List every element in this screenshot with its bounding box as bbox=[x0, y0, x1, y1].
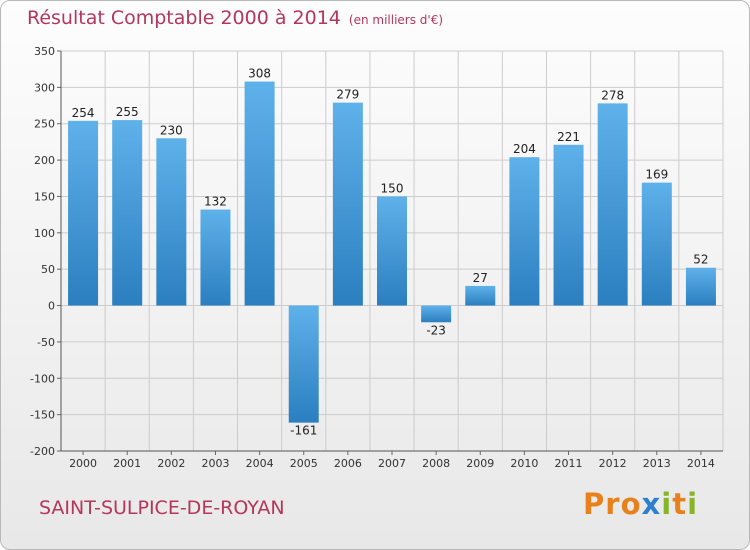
value-label-2002: 230 bbox=[160, 123, 183, 137]
value-label-2004: 308 bbox=[248, 67, 271, 81]
value-label-2008: -23 bbox=[426, 323, 446, 337]
y-tick-label: -200 bbox=[30, 445, 55, 458]
value-label-2003: 132 bbox=[204, 195, 227, 209]
bar-2007 bbox=[377, 196, 407, 306]
bar-2002 bbox=[156, 138, 187, 306]
y-tick-labels: 350 300 250 200 150 100 50 0 -50 -100 -150 -200 bbox=[30, 45, 55, 458]
logo-letter: x bbox=[641, 487, 662, 521]
x-tick-label-2004: 2004 bbox=[246, 457, 274, 470]
bar-2009 bbox=[465, 285, 496, 306]
logo-letter: P bbox=[583, 487, 606, 521]
x-tick-label-2006: 2006 bbox=[334, 457, 362, 470]
chart-title-text: Résultat Comptable 2000 à 2014 bbox=[27, 7, 341, 29]
bar-2010 bbox=[509, 157, 540, 306]
bar-2000 bbox=[68, 120, 99, 306]
x-tick-label-2007: 2007 bbox=[378, 457, 406, 470]
value-labels: 254 255 230 132 308 -161 279 150 -23 27 204 221 278 1… bbox=[72, 67, 709, 438]
bar-2003 bbox=[200, 209, 231, 306]
y-tick-label: 150 bbox=[34, 190, 55, 203]
x-tick-label-2002: 2002 bbox=[157, 457, 185, 470]
y-tick-label: -150 bbox=[30, 409, 55, 422]
y-tick-label: 300 bbox=[34, 81, 55, 94]
x-tick-label-2003: 2003 bbox=[201, 457, 229, 470]
value-label-2013: 169 bbox=[645, 168, 668, 182]
x-tick-label-2011: 2011 bbox=[555, 457, 583, 470]
x-tick-label-2008: 2008 bbox=[422, 457, 450, 470]
bar-2012 bbox=[597, 103, 628, 306]
bar-2011 bbox=[553, 144, 584, 306]
y-tick-label: -50 bbox=[37, 336, 55, 349]
y-tick-label: 250 bbox=[34, 118, 55, 131]
bar-2004 bbox=[244, 81, 275, 306]
logo-letter: i bbox=[687, 487, 699, 521]
value-label-2012: 278 bbox=[601, 88, 624, 102]
y-tick-label: 350 bbox=[34, 45, 55, 58]
bars bbox=[68, 81, 716, 423]
bar-2001 bbox=[112, 120, 143, 306]
y-tick-label: 200 bbox=[34, 154, 55, 167]
logo-letter: o bbox=[620, 487, 642, 521]
bar-2008 bbox=[421, 305, 452, 323]
commune-name: SAINT-SULPICE-DE-ROYAN bbox=[39, 497, 285, 519]
logo-letter: r bbox=[605, 487, 621, 521]
value-label-2001: 255 bbox=[116, 105, 139, 119]
logo-letter: t bbox=[672, 487, 688, 521]
x-tick-label-2005: 2005 bbox=[290, 457, 318, 470]
chart-title: Résultat Comptable 2000 à 2014 (en millie… bbox=[27, 7, 443, 29]
x-tick-label-2009: 2009 bbox=[466, 457, 494, 470]
x-tick-label-2012: 2012 bbox=[599, 457, 627, 470]
y-tick-label: 0 bbox=[48, 300, 55, 313]
value-label-2006: 279 bbox=[336, 88, 359, 102]
value-label-2009: 27 bbox=[473, 271, 488, 285]
x-tick-label-2000: 2000 bbox=[69, 457, 97, 470]
x-tick-label-2001: 2001 bbox=[113, 457, 141, 470]
x-tick-label-2010: 2010 bbox=[510, 457, 538, 470]
x-tick-label-2013: 2013 bbox=[643, 457, 671, 470]
value-label-2007: 150 bbox=[381, 181, 404, 195]
value-label-2000: 254 bbox=[72, 106, 95, 120]
value-label-2011: 221 bbox=[557, 130, 580, 144]
bar-2013 bbox=[641, 182, 672, 306]
logo-letter: i bbox=[661, 487, 673, 521]
bar-2014 bbox=[685, 267, 716, 306]
y-tick-label: -100 bbox=[30, 372, 55, 385]
proxiti-logo: Proxiti bbox=[583, 487, 698, 521]
value-label-2005: -161 bbox=[290, 424, 317, 438]
bar-2005 bbox=[288, 305, 319, 423]
y-tick-label: 100 bbox=[34, 227, 55, 240]
x-tick-label-2014: 2014 bbox=[687, 457, 715, 470]
x-tick-labels: 2000 2001 2002 2003 2004 2005 2006 2007 2008 2009… bbox=[69, 451, 715, 470]
bar-2006 bbox=[332, 102, 363, 306]
value-label-2014: 52 bbox=[693, 253, 708, 267]
y-tick-label: 50 bbox=[41, 263, 55, 276]
value-label-2010: 204 bbox=[513, 142, 536, 156]
chart-subtitle: (en milliers d'€) bbox=[348, 13, 444, 27]
